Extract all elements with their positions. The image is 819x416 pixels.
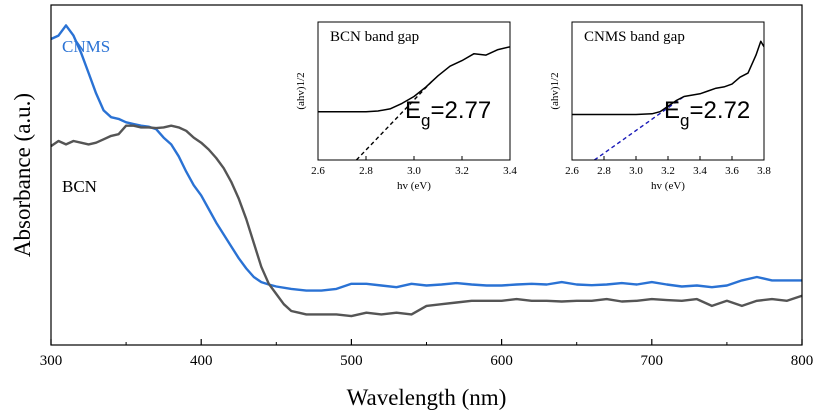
inset-x-tick-label: 2.8: [359, 165, 373, 177]
inset-x-tick-label: 2.8: [597, 165, 611, 177]
band-gap-value: =2.72: [689, 97, 750, 124]
inset-x-tick-label: 3.0: [629, 165, 643, 177]
series-line-bcn: [50, 124, 803, 318]
x-tick-label: 400: [190, 353, 213, 369]
tangent-line: [355, 79, 434, 160]
inset-title: CNMS band gap: [584, 29, 685, 45]
inset-x-tick-label: 2.6: [565, 165, 579, 177]
band-gap-symbol: E: [664, 97, 680, 124]
series-label-cnms: CNMS: [62, 37, 110, 56]
x-tick-label: 300: [40, 353, 63, 369]
tangent-line: [593, 95, 685, 160]
series-line-cnms: [50, 24, 802, 292]
band-gap-subscript: g: [680, 111, 689, 130]
x-tick-label: 500: [340, 353, 363, 369]
inset-x-tick-label: 2.6: [311, 165, 325, 177]
inset-series-line: [318, 46, 510, 113]
series-label-bcn: BCN: [62, 177, 97, 196]
band-gap-annotation: Eg=2.72: [664, 97, 750, 130]
band-gap-value: =2.77: [430, 97, 491, 124]
main-plot: 300 400 500 600 700 800 Wavelength (nm) Absorba…: [10, 4, 814, 410]
inset-x-tick-label: 3.2: [455, 165, 469, 177]
inset-x-tick-label: 3.2: [661, 165, 675, 177]
inset-cnms-band-gap: CNMS band gap 2.6 2.8 3.0 3.2 3.4 3.6 3.8 hv (eV…: [549, 21, 771, 192]
inset-x-axis-label: hv (eV): [651, 180, 685, 192]
inset-bcn-band-gap: BCN band gap 2.6 2.8 3.0 3.2 3.4 hv (eV) (ahv)1…: [295, 21, 517, 192]
inset-y-axis-label: (ahv)1/2: [549, 72, 561, 109]
inset-series-line: [572, 40, 764, 116]
inset-x-tick-label: 3.8: [757, 165, 771, 177]
inset-background: [318, 22, 510, 160]
inset-x-tick-label: 3.6: [725, 165, 739, 177]
band-gap-annotation: Eg=2.77: [405, 97, 491, 130]
inset-x-tick-label: 3.4: [503, 165, 517, 177]
band-gap-subscript: g: [421, 111, 430, 130]
inset-title: BCN band gap: [330, 29, 419, 45]
x-tick-label: 800: [791, 353, 814, 369]
y-axis-label: Absorbance (a.u.): [10, 93, 35, 257]
inset-content: [318, 46, 510, 160]
x-tick-label: 600: [490, 353, 513, 369]
inset-background: [572, 22, 764, 160]
inset-content: [572, 40, 764, 160]
x-axis-label: Wavelength (nm): [347, 385, 507, 410]
inset-x-tick-label: 3.0: [407, 165, 421, 177]
inset-x-tick-label: 3.4: [693, 165, 707, 177]
inset-x-axis-label: hv (eV): [397, 180, 431, 192]
band-gap-symbol: E: [405, 97, 421, 124]
inset-y-axis-label: (ahv)1/2: [295, 72, 307, 109]
x-tick-label: 700: [641, 353, 664, 369]
